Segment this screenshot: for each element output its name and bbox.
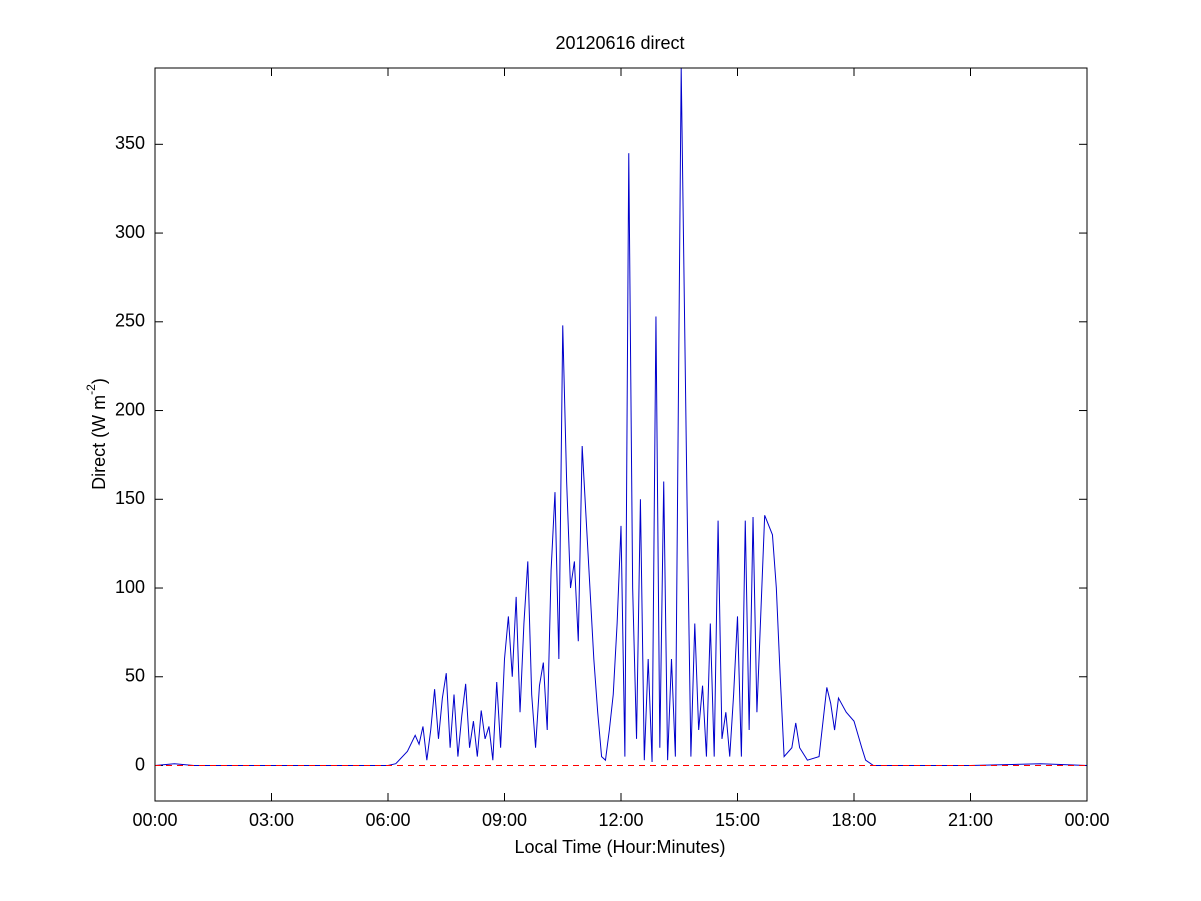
y-tick-label: 100	[115, 577, 145, 597]
y-axis-label: Direct (W m-2)	[84, 378, 109, 490]
y-tick-label: 200	[115, 399, 145, 419]
x-tick-label: 03:00	[249, 810, 294, 830]
x-tick-label: 09:00	[482, 810, 527, 830]
y-tick-label: 150	[115, 488, 145, 508]
y-label-sup: -2	[84, 384, 98, 395]
chart-title: 20120616 direct	[555, 33, 684, 53]
y-tick-label: 350	[115, 133, 145, 153]
x-tick-label: 06:00	[365, 810, 410, 830]
y-tick-label: 250	[115, 311, 145, 331]
y-tick-label: 50	[125, 666, 145, 686]
y-label-tail: )	[89, 378, 109, 384]
x-tick-label: 18:00	[831, 810, 876, 830]
x-tick-label: 00:00	[1064, 810, 1109, 830]
data-line	[154, 67, 1088, 767]
y-tick-label: 300	[115, 222, 145, 242]
x-tick-label: 21:00	[948, 810, 993, 830]
x-tick-label: 00:00	[132, 810, 177, 830]
x-axis-label: Local Time (Hour:Minutes)	[514, 837, 725, 857]
plot-frame	[154, 67, 1088, 802]
x-tick-label: 12:00	[598, 810, 643, 830]
y-tick-label: 0	[135, 754, 145, 774]
y-label-main: Direct (W m	[89, 395, 109, 490]
x-tick-label: 15:00	[715, 810, 760, 830]
